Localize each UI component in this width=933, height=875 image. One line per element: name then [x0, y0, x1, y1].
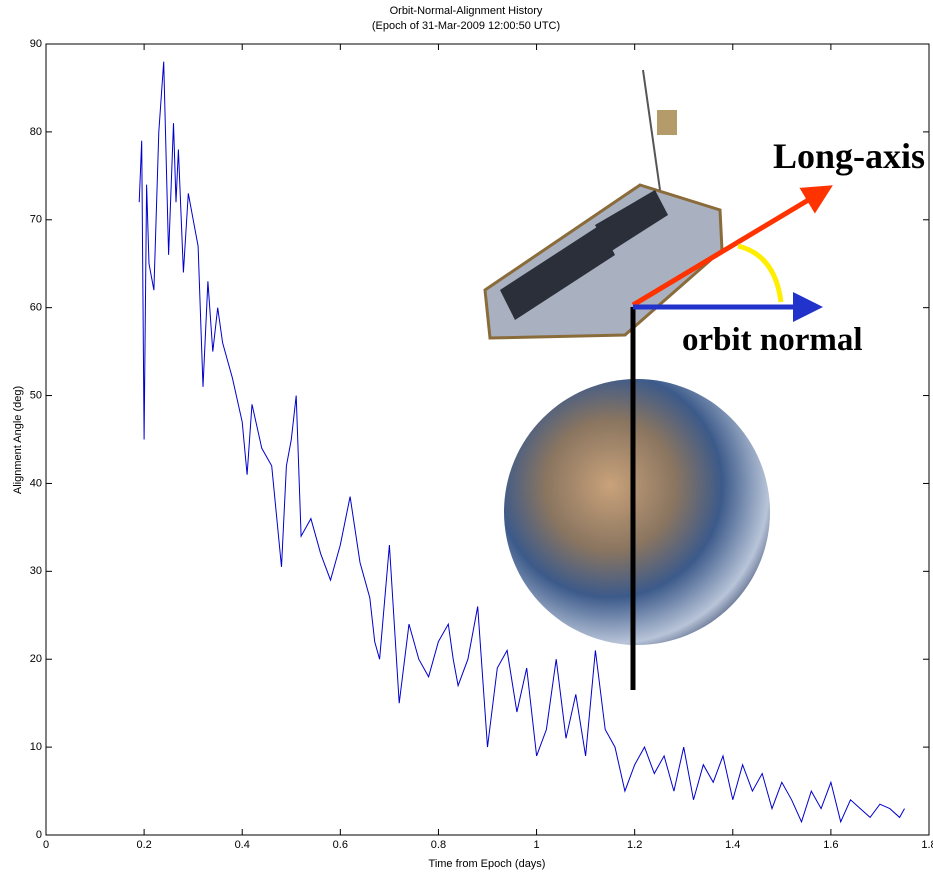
x-tick-label: 1.6 — [823, 839, 838, 851]
x-axis-label: Time from Epoch (days) — [429, 858, 546, 870]
angle-arc — [738, 246, 781, 302]
y-axis-label: Alignment Angle (deg) — [12, 386, 24, 494]
y-tick-label: 90 — [30, 38, 42, 50]
antenna-box — [657, 110, 677, 135]
y-tick-label: 20 — [30, 653, 42, 665]
annotation: Long-axis — [773, 136, 925, 176]
y-tick-label: 60 — [30, 302, 42, 314]
page: Orbit-Normal-Alignment History (Epoch of… — [0, 0, 933, 875]
x-tick-label: 1.8 — [921, 839, 933, 851]
chart-subtitle: (Epoch of 31-Mar-2009 12:00:50 UTC) — [372, 20, 560, 32]
y-tick-label: 40 — [30, 477, 42, 489]
x-tick-label: 0.6 — [333, 839, 348, 851]
y-tick-label: 70 — [30, 214, 42, 226]
x-tick-label: 1 — [533, 839, 539, 851]
x-tick-label: 1.2 — [627, 839, 642, 851]
chart: Orbit-Normal-Alignment History (Epoch of… — [0, 0, 933, 875]
x-tick-label: 0.2 — [136, 839, 151, 851]
y-tick-label: 10 — [30, 741, 42, 753]
earth — [504, 379, 770, 645]
y-tick-label: 30 — [30, 565, 42, 577]
y-tick-label: 0 — [36, 829, 42, 841]
annotation: orbit normal — [682, 322, 863, 358]
x-tick-label: 0.4 — [235, 839, 250, 851]
x-tick-label: 0 — [43, 839, 49, 851]
x-tick-label: 0.8 — [431, 839, 446, 851]
illustration: Long-axis orbit normal — [485, 70, 925, 690]
y-tick-label: 50 — [30, 389, 42, 401]
x-tick-label: 1.4 — [725, 839, 740, 851]
y-tick-label: 80 — [30, 126, 42, 138]
chart-title: Orbit-Normal-Alignment History — [390, 5, 543, 17]
